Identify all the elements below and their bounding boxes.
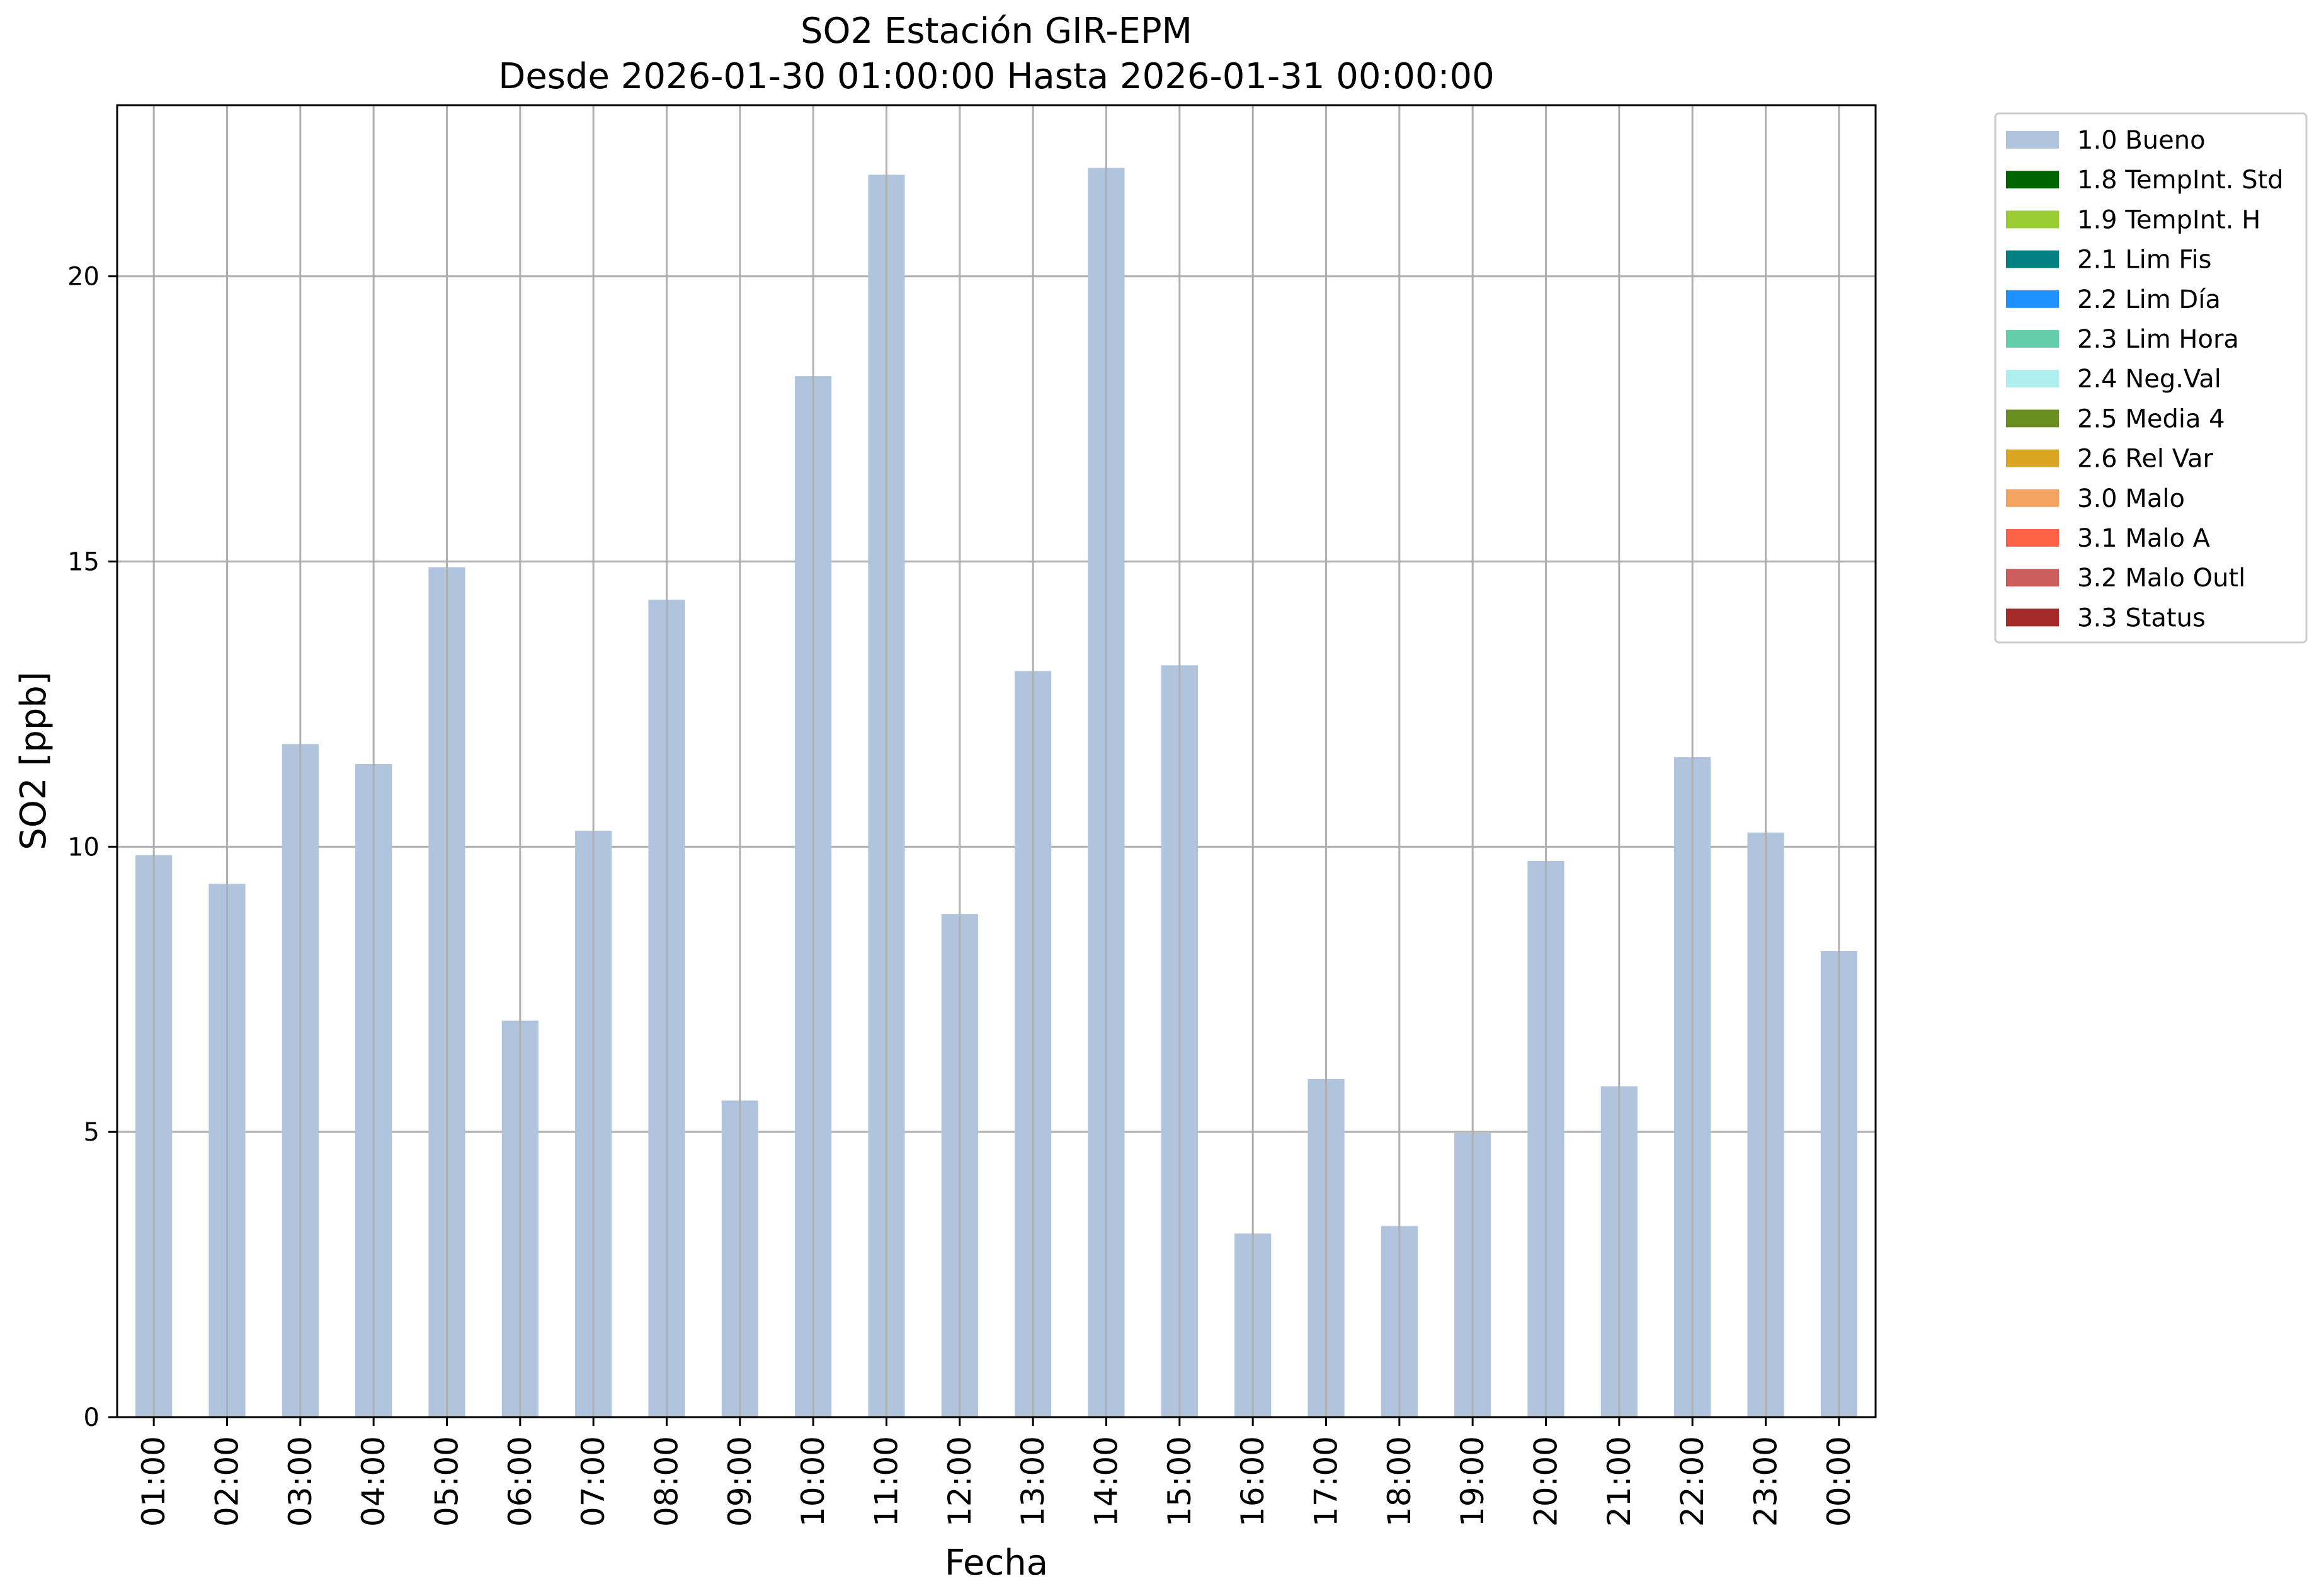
legend-label: 2.1 Lim Fis <box>2077 246 2211 275</box>
x-tick-label: 13:00 <box>1015 1436 1051 1527</box>
legend-swatch <box>2006 569 2059 586</box>
y-tick-label: 20 <box>67 263 100 292</box>
x-tick-label: 05:00 <box>429 1436 465 1527</box>
legend-label: 1.9 TempInt. H <box>2077 205 2260 234</box>
x-tick-label: 16:00 <box>1234 1436 1271 1527</box>
y-tick-label: 15 <box>67 548 100 577</box>
x-tick-label: 19:00 <box>1454 1436 1491 1527</box>
x-tick-label: 07:00 <box>575 1436 612 1527</box>
legend-label: 1.8 TempInt. Std <box>2077 166 2284 195</box>
y-axis-label: SO2 [ppb] <box>13 671 54 850</box>
x-tick-label: 17:00 <box>1308 1436 1345 1527</box>
chart-subtitle: Desde 2026-01-30 01:00:00 Hasta 2026-01-… <box>498 56 1495 97</box>
x-axis-label: Fecha <box>945 1542 1048 1583</box>
y-tick-label: 5 <box>84 1118 100 1147</box>
x-tick-label: 10:00 <box>795 1436 831 1527</box>
x-tick-label: 04:00 <box>355 1436 392 1527</box>
legend-label: 2.6 Rel Var <box>2077 445 2214 474</box>
legend-label: 2.3 Lim Hora <box>2077 325 2239 354</box>
x-tick-label: 01:00 <box>135 1436 172 1527</box>
x-tick-label: 23:00 <box>1748 1436 1784 1527</box>
legend-swatch <box>2006 330 2059 348</box>
legend-label: 2.5 Media 4 <box>2077 404 2225 433</box>
y-tick-label: 10 <box>67 833 100 862</box>
legend-label: 1.0 Bueno <box>2077 126 2206 155</box>
x-tick-label: 21:00 <box>1601 1436 1638 1527</box>
x-tick-label: 09:00 <box>722 1436 758 1527</box>
legend-swatch <box>2006 251 2059 268</box>
legend-label: 2.2 Lim Día <box>2077 285 2221 314</box>
legend-label: 3.1 Malo A <box>2077 524 2211 553</box>
legend-label: 2.4 Neg.Val <box>2077 365 2221 394</box>
legend-label: 3.0 Malo <box>2077 484 2185 513</box>
legend-label: 3.3 Status <box>2077 603 2206 632</box>
x-tick-label: 02:00 <box>209 1436 246 1527</box>
x-tick-label: 11:00 <box>869 1436 905 1527</box>
legend-swatch <box>2006 450 2059 467</box>
x-tick-label: 15:00 <box>1161 1436 1198 1527</box>
legend: 1.0 Bueno 1.8 TempInt. Std 1.9 TempInt. H 2… <box>1995 113 2306 642</box>
x-tick-label: 06:00 <box>502 1436 538 1527</box>
legend-swatch <box>2006 489 2059 507</box>
x-tick-label: 18:00 <box>1381 1436 1418 1527</box>
x-tick-label: 22:00 <box>1674 1436 1711 1527</box>
chart-title: SO2 Estación GIR-EPM <box>801 11 1192 52</box>
x-tick-label: 03:00 <box>282 1436 319 1527</box>
y-tick-label: 0 <box>84 1403 100 1432</box>
legend-swatch <box>2006 409 2059 427</box>
x-tick-label: 08:00 <box>649 1436 685 1527</box>
legend-swatch <box>2006 608 2059 626</box>
x-tick-label: 14:00 <box>1088 1436 1125 1527</box>
legend-label: 3.2 Malo Outl <box>2077 564 2245 593</box>
legend-swatch <box>2006 290 2059 308</box>
legend-swatch <box>2006 171 2059 188</box>
x-tick-label: 00:00 <box>1821 1436 1857 1527</box>
legend-swatch <box>2006 210 2059 228</box>
x-tick-label: 12:00 <box>942 1436 978 1527</box>
legend-swatch <box>2006 370 2059 387</box>
legend-swatch <box>2006 529 2059 547</box>
legend-swatch <box>2006 131 2059 149</box>
x-tick-label: 20:00 <box>1528 1436 1564 1527</box>
